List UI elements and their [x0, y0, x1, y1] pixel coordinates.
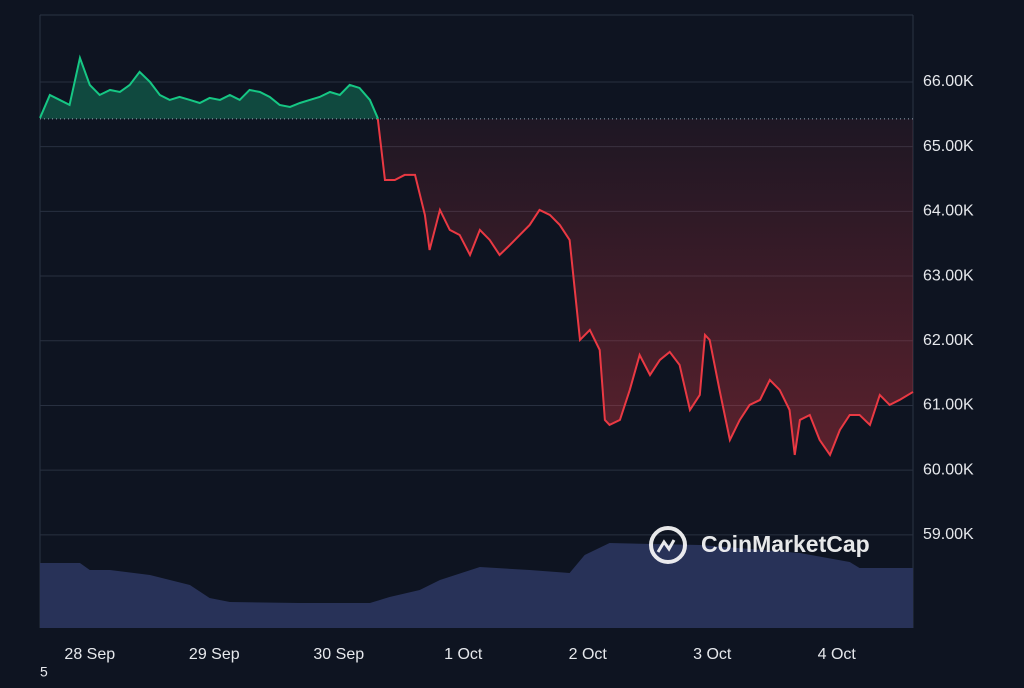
logo-mark [656, 539, 676, 553]
price [39, 54, 914, 458]
x-tick-label: 2 Oct [569, 646, 608, 663]
x-tick-label: 30 Sep [313, 646, 364, 663]
area-up [40, 57, 378, 119]
volume-area [40, 543, 913, 628]
x-tick-label: 3 Oct [693, 646, 732, 663]
corner-text: 5 [40, 664, 48, 680]
line-down [376, 118, 914, 458]
volume [40, 543, 913, 628]
watermark: CoinMarketCap [649, 526, 870, 564]
y-tick-label: 62.00K [923, 332, 974, 349]
y-tick-label: 60.00K [923, 461, 974, 478]
x-tick-label: 28 Sep [64, 646, 115, 663]
grid: 59.00K 60.00K 61.00K 62.00K 63.00K 64.00K 65.0… [39, 14, 974, 663]
x-tick-label: 4 Oct [818, 646, 857, 663]
logo [649, 526, 687, 564]
x-tick-label: 1 Oct [444, 646, 483, 663]
line-up [39, 54, 379, 119]
y-tick-label: 66.00K [923, 73, 974, 90]
y-tick-label: 65.00K [923, 138, 974, 155]
y-tick-label: 64.00K [923, 203, 974, 220]
watermark-text: CoinMarketCap [701, 531, 870, 557]
y-tick-label: 61.00K [923, 397, 974, 414]
x-tick-label: 29 Sep [189, 646, 240, 663]
y-tick-label: 63.00K [923, 267, 974, 284]
area-down [40, 118, 913, 455]
y-tick-label: 59.00K [923, 526, 974, 543]
